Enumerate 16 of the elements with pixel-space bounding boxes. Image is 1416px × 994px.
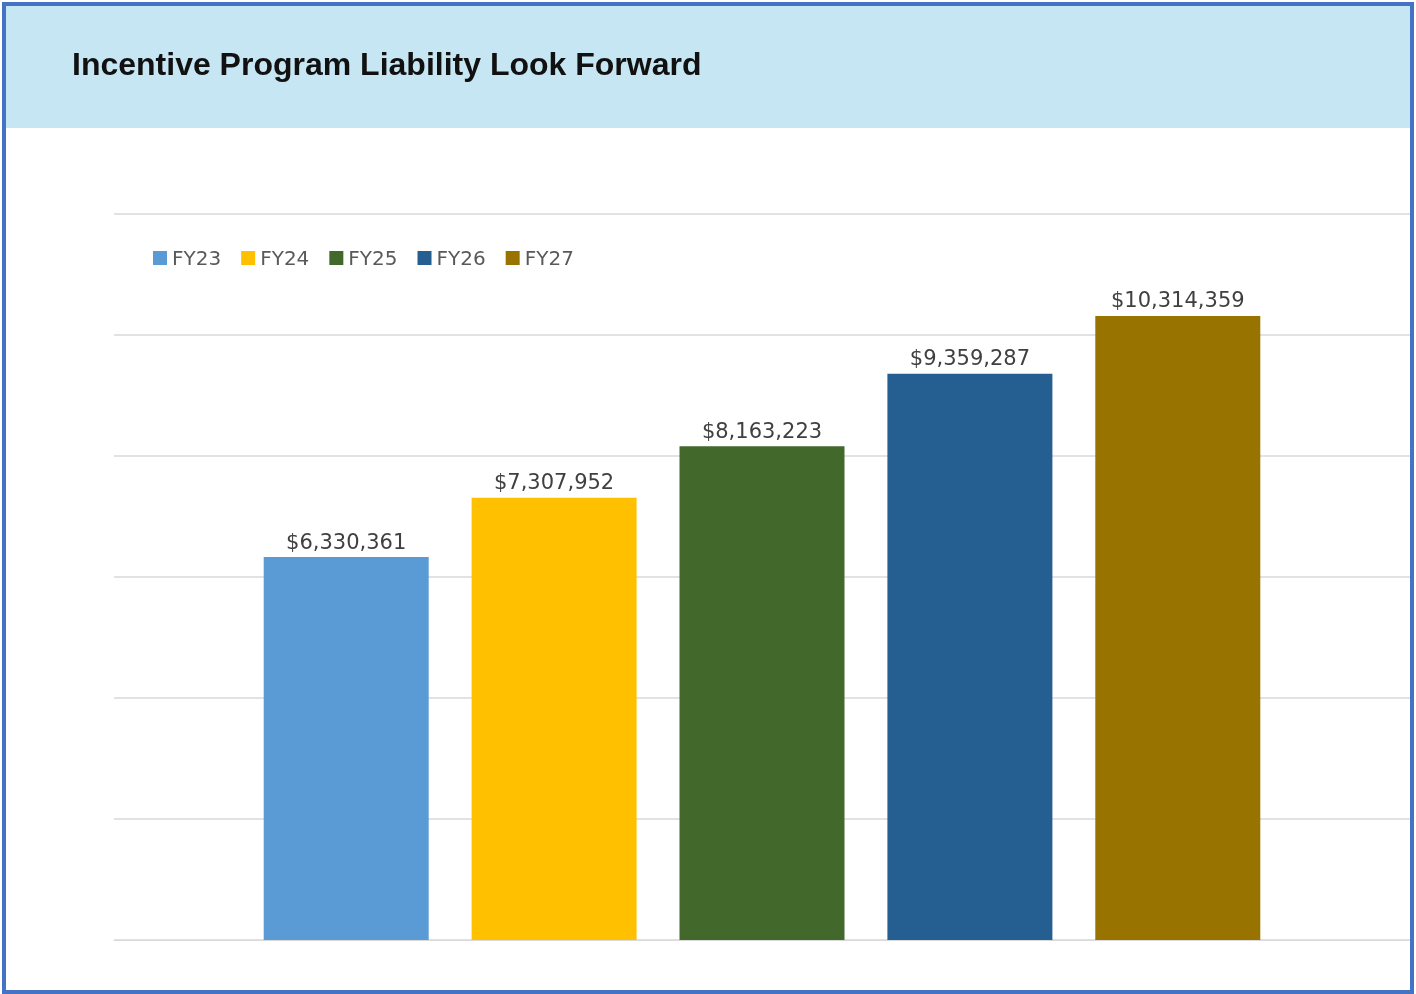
legend-label: FY24 <box>260 246 310 270</box>
bar <box>887 373 1053 940</box>
legend-label: FY26 <box>436 246 486 270</box>
chart-title: Incentive Program Liability Look Forward <box>72 46 702 83</box>
bar <box>263 557 429 940</box>
data-label: $6,330,361 <box>286 529 407 554</box>
legend-label: FY25 <box>348 246 398 270</box>
bar <box>679 446 845 940</box>
bar <box>471 497 637 940</box>
legend-label: FY23 <box>172 246 222 270</box>
data-label: $7,307,952 <box>493 470 615 495</box>
data-label: $8,163,223 <box>701 418 823 443</box>
data-label: $9,359,287 <box>909 346 1031 371</box>
bar <box>1095 315 1261 940</box>
data-label: $10,314,359 <box>1111 288 1245 313</box>
legend-label: FY27 <box>524 246 574 270</box>
